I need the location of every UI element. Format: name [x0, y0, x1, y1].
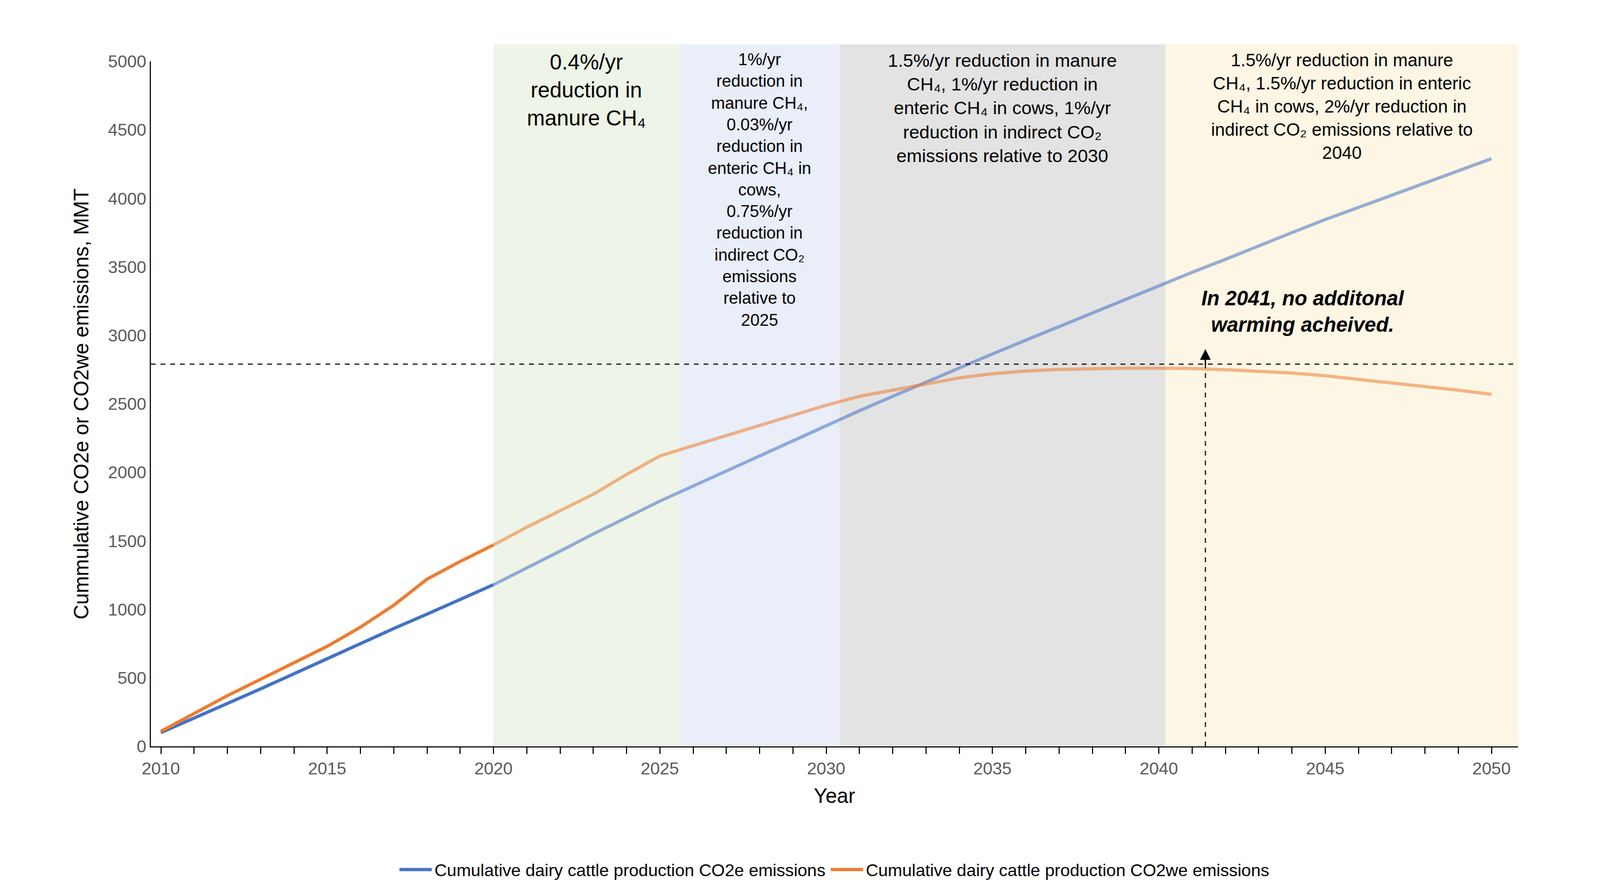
svg-text:3500: 3500 [107, 257, 146, 277]
svg-text:3000: 3000 [107, 325, 146, 346]
svg-text:Cumulative dairy cattle produc: Cumulative dairy cattle production CO2e … [434, 860, 826, 881]
svg-text:5000: 5000 [107, 51, 146, 72]
svg-text:0.4%/yrreduction inmanure CH₄: 0.4%/yrreduction inmanure CH₄ [526, 50, 646, 130]
svg-text:Cumulative dairy cattle produc: Cumulative dairy cattle production CO2we… [865, 860, 1270, 881]
svg-text:2045: 2045 [1305, 759, 1345, 779]
svg-text:2020: 2020 [474, 759, 513, 779]
svg-text:1.5%/yr reduction in manureCH₄: 1.5%/yr reduction in manureCH₄, 1%/yr re… [887, 50, 1117, 166]
svg-text:1500: 1500 [107, 531, 146, 552]
svg-text:4000: 4000 [107, 189, 146, 209]
svg-text:2010: 2010 [141, 759, 180, 779]
svg-text:1000: 1000 [107, 600, 146, 620]
svg-text:In 2041, no additonalwarming a: In 2041, no additonalwarming acheived. [1201, 287, 1405, 337]
svg-text:4500: 4500 [107, 120, 146, 140]
svg-text:2500: 2500 [107, 394, 146, 414]
svg-text:2030: 2030 [807, 759, 846, 779]
svg-text:2050: 2050 [1472, 759, 1511, 779]
svg-text:2025: 2025 [640, 759, 679, 779]
svg-text:500: 500 [117, 668, 146, 688]
svg-text:2040: 2040 [1139, 759, 1178, 779]
svg-text:2035: 2035 [973, 759, 1012, 779]
svg-text:2015: 2015 [308, 759, 347, 779]
svg-text:0: 0 [136, 736, 147, 757]
svg-text:Year: Year [814, 784, 856, 808]
svg-text:1.5%/yr reduction in manureCH₄: 1.5%/yr reduction in manureCH₄, 1.5%/yr … [1211, 50, 1473, 163]
svg-text:2000: 2000 [107, 462, 146, 483]
svg-text:Cummulative CO2e or CO2we emis: Cummulative CO2e or CO2we emissions, MMT [70, 188, 93, 620]
svg-text:1%/yrreduction inmanure CH₄,0.: 1%/yrreduction inmanure CH₄,0.03%/yrredu… [707, 50, 812, 330]
